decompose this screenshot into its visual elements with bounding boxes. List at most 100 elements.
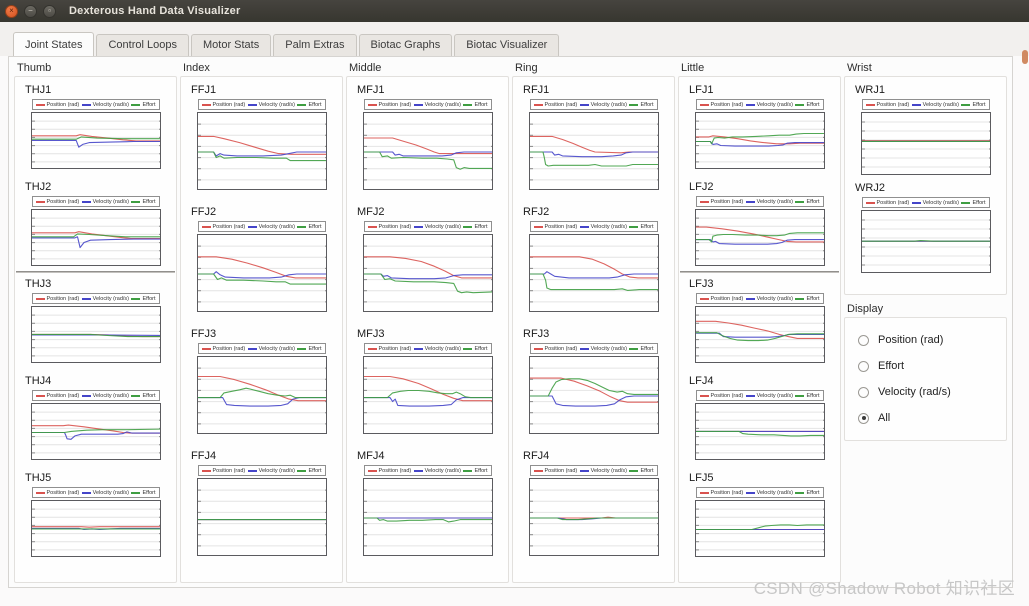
legend-entry-velocity: Velocity (rad/s) [745, 490, 793, 496]
effort-line [31, 428, 160, 434]
velocity-line-swatch-icon [579, 469, 589, 472]
plot-legend: Position (rad) Velocity (rad/s) Effort [529, 343, 658, 354]
radio-option-position-rad[interactable]: Position (rad) [858, 327, 1006, 353]
close-window-button-icon[interactable]: × [5, 4, 18, 18]
plot-legend: Position (rad) Velocity (rad/s) Effort [31, 196, 160, 207]
joint-block-thj2: THJ2 Position (rad) Velocity (rad/s) Effort [15, 181, 176, 266]
legend-label: Velocity (rad/s) [590, 223, 628, 230]
joint-block-mfj3: MFJ3 Position (rad) Velocity (rad/s) Effort [347, 328, 508, 434]
joint-label-ffj1: FFJ1 [191, 84, 217, 96]
effort-line-swatch-icon [629, 225, 639, 228]
legend-label: Effort [142, 392, 156, 399]
plot-rfj1 [528, 112, 659, 190]
tab-control-loops[interactable]: Control Loops [96, 34, 189, 56]
effort-line [695, 332, 824, 342]
velocity-line [695, 239, 824, 245]
plot-lfj1 [694, 112, 825, 169]
radio-icon[interactable] [858, 334, 869, 346]
maximize-window-button-icon[interactable]: ▫ [43, 4, 56, 18]
legend-entry-position: Position (rad) [699, 102, 743, 108]
velocity-line [197, 271, 326, 279]
effort-line-swatch-icon [961, 103, 971, 106]
legend-entry-position: Position (rad) [533, 468, 577, 474]
legend-label: Velocity (rad/s) [922, 101, 960, 108]
velocity-line-swatch-icon [413, 103, 423, 106]
legend-label: Position (rad) [378, 467, 412, 474]
splitter-handle[interactable] [16, 271, 175, 273]
position-line [363, 256, 492, 279]
tab-palm-extras[interactable]: Palm Extras [273, 34, 357, 56]
legend-entry-position: Position (rad) [533, 346, 577, 352]
joint-label-mfj1: MFJ1 [357, 84, 385, 96]
radio-icon[interactable] [858, 412, 869, 424]
legend-entry-effort: Effort [131, 199, 155, 205]
column-middle: Middle MFJ1 Position (rad) Velocity (rad/s)… [346, 61, 509, 583]
legend-entry-effort: Effort [961, 102, 985, 108]
tab-biotac-visualizer[interactable]: Biotac Visualizer [454, 34, 560, 56]
plot-ffj1 [196, 112, 327, 190]
joint-block-thj1: THJ1 Position (rad) Velocity (rad/s) Effort [15, 84, 176, 169]
effort-line [31, 233, 160, 238]
radio-option-all[interactable]: All [858, 405, 1006, 431]
effort-line [363, 517, 492, 523]
minimize-window-button-icon[interactable]: − [24, 4, 37, 18]
velocity-line-swatch-icon [247, 469, 257, 472]
velocity-line [197, 397, 326, 407]
radio-option-velocity-rad-s[interactable]: Velocity (rad/s) [858, 379, 1006, 405]
radio-icon[interactable] [858, 386, 869, 398]
plot-lfj4 [694, 403, 825, 460]
legend-entry-effort: Effort [297, 468, 321, 474]
position-line-swatch-icon [367, 103, 377, 106]
plot-legend: Position (rad) Velocity (rad/s) Effort [363, 465, 492, 476]
legend-label: Effort [308, 467, 322, 474]
legend-label: Velocity (rad/s) [92, 489, 130, 496]
scrollbar-thumb[interactable] [1022, 50, 1028, 64]
legend-label: Effort [474, 101, 488, 108]
column-panel: MFJ1 Position (rad) Velocity (rad/s) Effort… [346, 76, 509, 583]
radio-icon[interactable] [858, 360, 869, 372]
effort-line-swatch-icon [795, 103, 805, 106]
effort-line [363, 151, 492, 170]
column-ring: Ring RFJ1 Position (rad) Velocity (rad/s) Ef… [512, 61, 675, 583]
column-little: Little LFJ1 Position (rad) Velocity (rad/s)… [678, 61, 841, 583]
tab-biotac-graphs[interactable]: Biotac Graphs [358, 34, 453, 56]
legend-entry-effort: Effort [795, 393, 819, 399]
legend-label: Effort [142, 489, 156, 496]
legend-entry-position: Position (rad) [699, 296, 743, 302]
position-line-swatch-icon [865, 103, 875, 106]
tab-motor-stats[interactable]: Motor Stats [190, 34, 272, 56]
column-header-ring: Ring [515, 62, 538, 74]
velocity-line-swatch-icon [81, 394, 91, 397]
plot-legend: Position (rad) Velocity (rad/s) Effort [363, 99, 492, 110]
plot-legend: Position (rad) Velocity (rad/s) Effort [197, 343, 326, 354]
legend-label: Position (rad) [544, 223, 578, 230]
joint-label-lfj5: LFJ5 [689, 472, 714, 484]
legend-entry-velocity: Velocity (rad/s) [579, 223, 628, 230]
legend-label: Effort [474, 223, 488, 230]
legend-entry-position: Position (rad) [533, 102, 577, 108]
position-line [31, 134, 160, 142]
velocity-line-swatch-icon [81, 103, 91, 106]
effort-line-swatch-icon [131, 297, 141, 300]
legend-entry-position: Position (rad) [201, 346, 245, 352]
velocity-line-swatch-icon [911, 201, 921, 204]
joint-block-lfj4: LFJ4 Position (rad) Velocity (rad/s) Effort [679, 375, 840, 460]
joint-label-rfj3: RFJ3 [523, 328, 550, 340]
splitter-handle[interactable] [680, 271, 839, 273]
legend-label: Effort [308, 223, 322, 230]
radio-option-effort[interactable]: Effort [858, 353, 1006, 379]
legend-entry-position: Position (rad) [865, 101, 910, 108]
tab-joint-states[interactable]: Joint States [13, 32, 95, 56]
legend-label: Velocity (rad/s) [258, 223, 296, 230]
velocity-line-swatch-icon [247, 225, 257, 228]
plot-legend: Position (rad) Velocity (rad/s) Effort [197, 221, 326, 232]
joint-block-rfj3: RFJ3 Position (rad) Velocity (rad/s) Effort [513, 328, 674, 434]
legend-label: Effort [640, 467, 654, 474]
effort-line [529, 151, 658, 167]
plot-rfj3 [528, 356, 659, 434]
legend-label: Effort [640, 101, 654, 108]
legend-entry-velocity: Velocity (rad/s) [745, 393, 793, 399]
legend-entry-effort: Effort [463, 224, 487, 230]
joint-label-ffj2: FFJ2 [191, 206, 217, 218]
legend-label: Position (rad) [876, 101, 910, 108]
